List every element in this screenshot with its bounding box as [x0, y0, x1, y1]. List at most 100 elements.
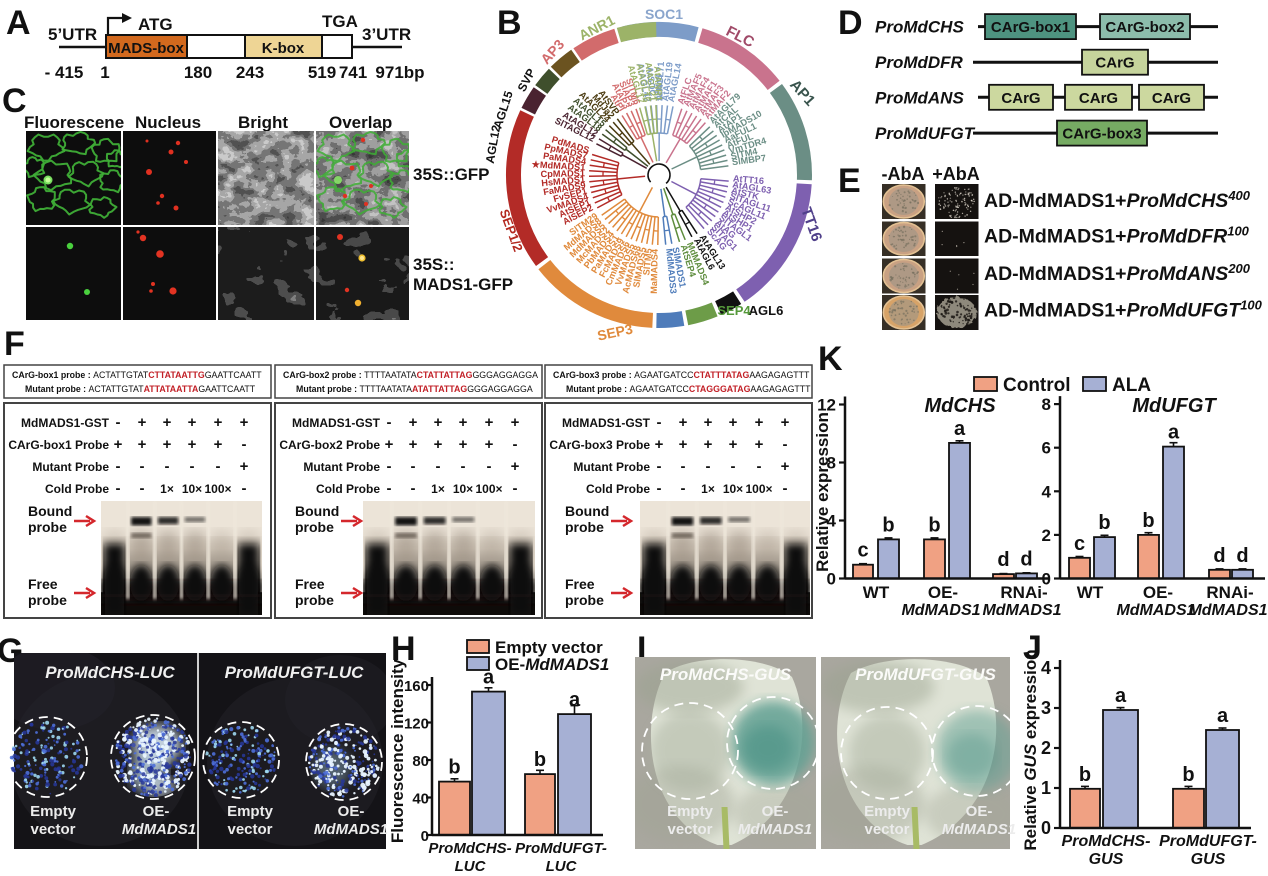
svg-text:ProMdCHS-: ProMdCHS-: [1062, 833, 1151, 850]
svg-text:-: -: [783, 480, 788, 497]
svg-text:b: b: [534, 749, 546, 771]
svg-text:Cold Probe: Cold Probe: [586, 482, 650, 496]
svg-text:Mutant Probe: Mutant Probe: [303, 460, 380, 474]
svg-text:GUS: GUS: [1089, 851, 1124, 868]
svg-text:-: -: [487, 458, 492, 475]
svg-text:+: +: [729, 414, 738, 431]
svg-text:SEP3: SEP3: [596, 321, 635, 344]
svg-text:-AbA: -AbA: [882, 164, 925, 184]
svg-text:CArG: CArG: [1001, 90, 1040, 107]
svg-text:+: +: [511, 458, 520, 475]
svg-text:B: B: [497, 4, 522, 42]
svg-text:MdMADS1: MdMADS1: [901, 602, 980, 619]
svg-text:vector: vector: [30, 821, 75, 838]
svg-text:ProMdCHS: ProMdCHS: [875, 18, 964, 37]
svg-text:OE-: OE-: [928, 583, 958, 602]
svg-text:120: 120: [404, 716, 429, 733]
svg-text:probe: probe: [565, 592, 604, 608]
svg-text:AtAGL21: AtAGL21: [643, 62, 658, 102]
svg-text:Empty: Empty: [864, 803, 911, 820]
svg-text:c: c: [857, 540, 868, 562]
svg-text:+: +: [485, 436, 494, 453]
svg-text:WT: WT: [863, 583, 890, 602]
svg-text:-: -: [657, 458, 662, 475]
svg-text:519: 519: [308, 63, 336, 82]
svg-text:MdMADS1-GST: MdMADS1-GST: [292, 416, 381, 430]
svg-text:Free: Free: [28, 576, 58, 592]
svg-text:Mutant probe : ACTATTGTATATTA: Mutant probe : ACTATTGTATATTATAATTAGAATT…: [25, 384, 256, 394]
svg-text:probe: probe: [28, 519, 67, 535]
svg-text:-: -: [757, 458, 762, 475]
svg-text:MdMADS1: MdMADS1: [314, 821, 388, 838]
svg-text:0: 0: [1041, 818, 1051, 838]
svg-text:+: +: [214, 436, 223, 453]
svg-text:CArG-box3 Probe: CArG-box3 Probe: [549, 438, 650, 452]
svg-text:a: a: [1115, 685, 1127, 707]
svg-text:-: -: [411, 480, 416, 497]
svg-text:AtTT16: AtTT16: [733, 173, 765, 186]
svg-text:80: 80: [412, 753, 429, 770]
svg-text:RNAi-: RNAi-: [1000, 583, 1047, 602]
svg-text:Bright: Bright: [238, 113, 288, 132]
svg-text:LUC: LUC: [455, 858, 487, 875]
svg-text:CArG-box2 Probe: CArG-box2 Probe: [279, 438, 380, 452]
svg-text:+: +: [511, 414, 520, 431]
svg-text:+: +: [755, 414, 764, 431]
svg-text:0: 0: [421, 828, 429, 845]
svg-text:K: K: [818, 340, 843, 378]
svg-text:Bound: Bound: [295, 503, 339, 519]
svg-text:vector: vector: [667, 821, 712, 838]
svg-text:probe: probe: [28, 592, 67, 608]
svg-text:-: -: [681, 480, 686, 497]
svg-text:+: +: [138, 414, 147, 431]
svg-text:-: -: [411, 458, 416, 475]
svg-text:ProMdDFR: ProMdDFR: [875, 53, 964, 72]
svg-text:CArG-box1 Probe: CArG-box1 Probe: [8, 438, 109, 452]
svg-text:MdMADS1: MdMADS1: [1188, 602, 1267, 619]
svg-text:-: -: [436, 458, 441, 475]
svg-text:Nucleus: Nucleus: [135, 113, 201, 132]
svg-text:AGL12: AGL12: [483, 124, 504, 165]
svg-text:MdMADS1: MdMADS1: [942, 821, 1016, 838]
svg-text:+: +: [409, 414, 418, 431]
svg-text:+: +: [163, 414, 172, 431]
svg-text:-: -: [783, 436, 788, 453]
svg-text:CArG: CArG: [1152, 90, 1191, 107]
svg-text:-: -: [513, 480, 518, 497]
svg-text:-: -: [387, 458, 392, 475]
svg-text:1: 1: [100, 63, 109, 82]
svg-text:Free: Free: [295, 576, 325, 592]
svg-text:-: -: [140, 480, 145, 497]
svg-text:a: a: [569, 689, 581, 711]
svg-text:AGL6: AGL6: [749, 303, 784, 318]
svg-text:1: 1: [1041, 778, 1051, 798]
svg-text:OE-: OE-: [762, 803, 789, 820]
svg-text:243: 243: [236, 63, 264, 82]
svg-text:d: d: [1236, 545, 1248, 567]
svg-text:+: +: [655, 436, 664, 453]
svg-text:MdUFGT: MdUFGT: [1132, 395, 1217, 417]
svg-text:MdCHS: MdCHS: [924, 395, 996, 417]
svg-text:CArG-box3 probe : AGAATGATCCC: CArG-box3 probe : AGAATGATCCCTATTTATAGAA…: [553, 370, 810, 380]
svg-text:OE-: OE-: [338, 803, 365, 820]
svg-text:vector: vector: [864, 821, 909, 838]
svg-text:LUC: LUC: [546, 858, 578, 875]
svg-text:E: E: [838, 162, 861, 200]
svg-text:SOC1: SOC1: [645, 6, 683, 22]
svg-text:ProMdCHS-LUC: ProMdCHS-LUC: [45, 663, 175, 682]
svg-text:-: -: [190, 458, 195, 475]
svg-text:Empty vector: Empty vector: [495, 638, 603, 657]
svg-text:c: c: [1074, 533, 1085, 555]
svg-text:Free: Free: [565, 576, 595, 592]
svg-text:vector: vector: [227, 821, 272, 838]
svg-text:-: -: [657, 480, 662, 497]
svg-text:ProMdUFGT-: ProMdUFGT-: [1159, 833, 1257, 850]
svg-text:5’UTR: 5’UTR: [48, 25, 97, 44]
svg-text:I: I: [637, 630, 646, 668]
svg-text:b: b: [882, 514, 894, 536]
svg-text:CpMADS1: CpMADS1: [540, 168, 585, 179]
svg-text:d: d: [1213, 545, 1225, 567]
svg-text:+: +: [385, 436, 394, 453]
svg-text:Mutant probe : TTTTAATATAATAT: Mutant probe : TTTTAATATAATATTATTAGGGGAG…: [296, 384, 533, 394]
svg-text:CArG-box2 probe : TTTTAATATAC: CArG-box2 probe : TTTTAATATACTATTATTAGGG…: [283, 370, 538, 380]
